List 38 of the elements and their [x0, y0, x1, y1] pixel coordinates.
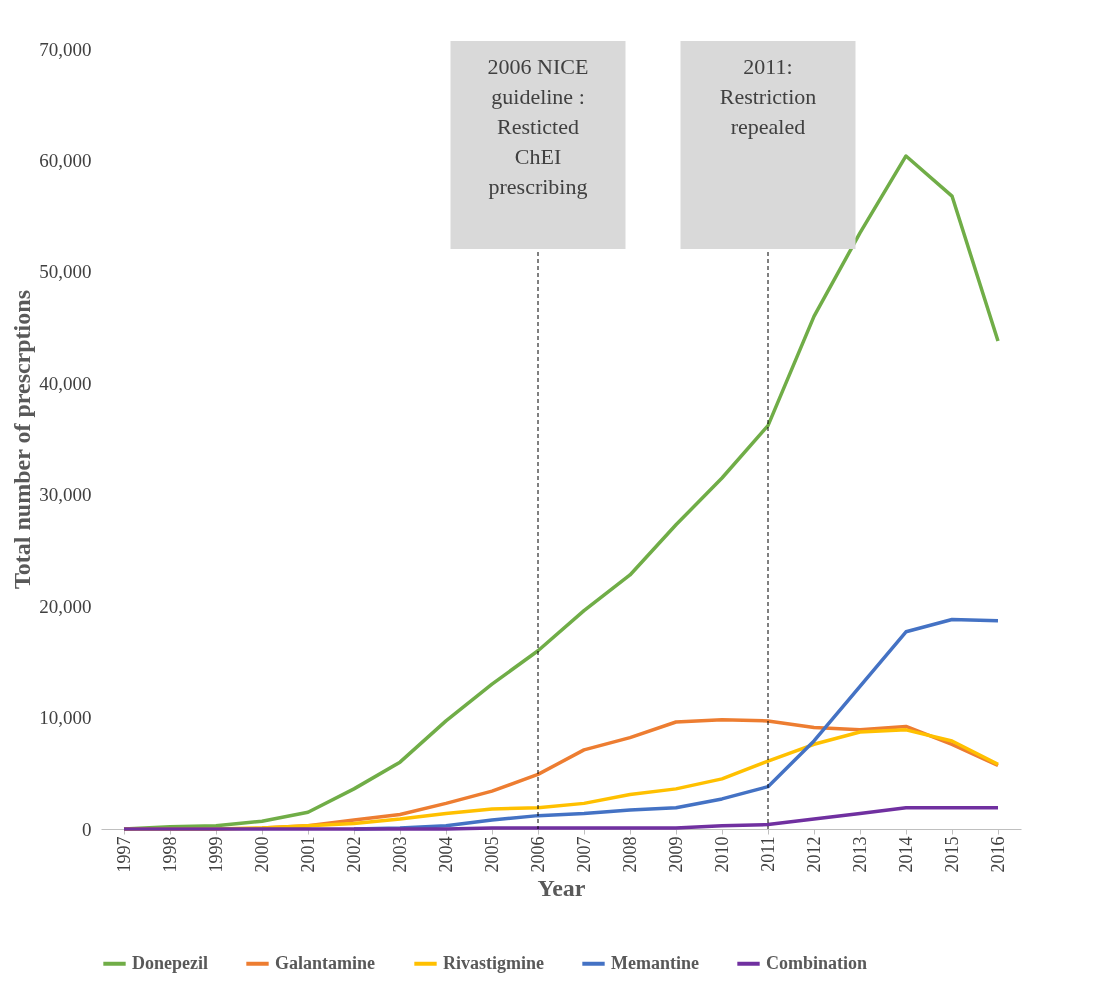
- x-tick-label: 2015: [941, 836, 962, 873]
- x-tick-label: 2016: [987, 836, 1008, 873]
- x-tick-label: 2011: [757, 836, 778, 872]
- y-tick-label: 0: [82, 818, 92, 840]
- legend-label: Rivastigmine: [443, 952, 545, 973]
- y-tick-label: 70,000: [39, 38, 92, 60]
- line-series: [122, 806, 1000, 831]
- legend-label: Combination: [766, 952, 868, 973]
- legend-label: Donepezil: [132, 952, 208, 973]
- x-tick-label: 2001: [297, 836, 318, 873]
- x-tick-label: 2013: [849, 836, 870, 873]
- x-tick-label: 2007: [573, 836, 594, 873]
- legend-label: Galantamine: [275, 952, 376, 973]
- x-tick-label: 2002: [343, 836, 364, 873]
- y-tick-label: 30,000: [39, 484, 92, 506]
- x-axis-title: Year: [537, 874, 586, 901]
- y-tick-label: 50,000: [39, 261, 92, 283]
- x-tick-label: 1997: [113, 836, 134, 873]
- x-tick-label: 2014: [895, 836, 916, 873]
- x-tick-label: 1998: [159, 836, 180, 873]
- x-tick-label: 2003: [389, 836, 410, 873]
- x-tick-label: 2010: [711, 836, 732, 873]
- x-tick-label: 1999: [205, 836, 226, 873]
- x-tick-label: 2006: [527, 836, 548, 873]
- legend-label: Memantine: [611, 952, 699, 973]
- x-tick-label: 2000: [251, 836, 272, 873]
- y-tick-label: 60,000: [39, 149, 92, 171]
- y-axis-title: Total number of prescrptions: [9, 290, 36, 589]
- x-tick-label: 2009: [665, 836, 686, 873]
- x-tick-label: 2008: [619, 836, 640, 873]
- y-tick-label: 20,000: [39, 595, 92, 617]
- y-tick-label: 10,000: [39, 707, 92, 729]
- x-tick-label: 2012: [803, 836, 824, 873]
- y-tick-label: 40,000: [39, 372, 92, 394]
- ref-line-label: 2006 NICE guideline : Resticted ChEI prescribing: [487, 54, 589, 199]
- x-tick-label: 2005: [481, 836, 502, 873]
- x-tick-label: 2004: [435, 836, 456, 873]
- ref-line-label: 2011: Restriction repealed: [719, 54, 817, 139]
